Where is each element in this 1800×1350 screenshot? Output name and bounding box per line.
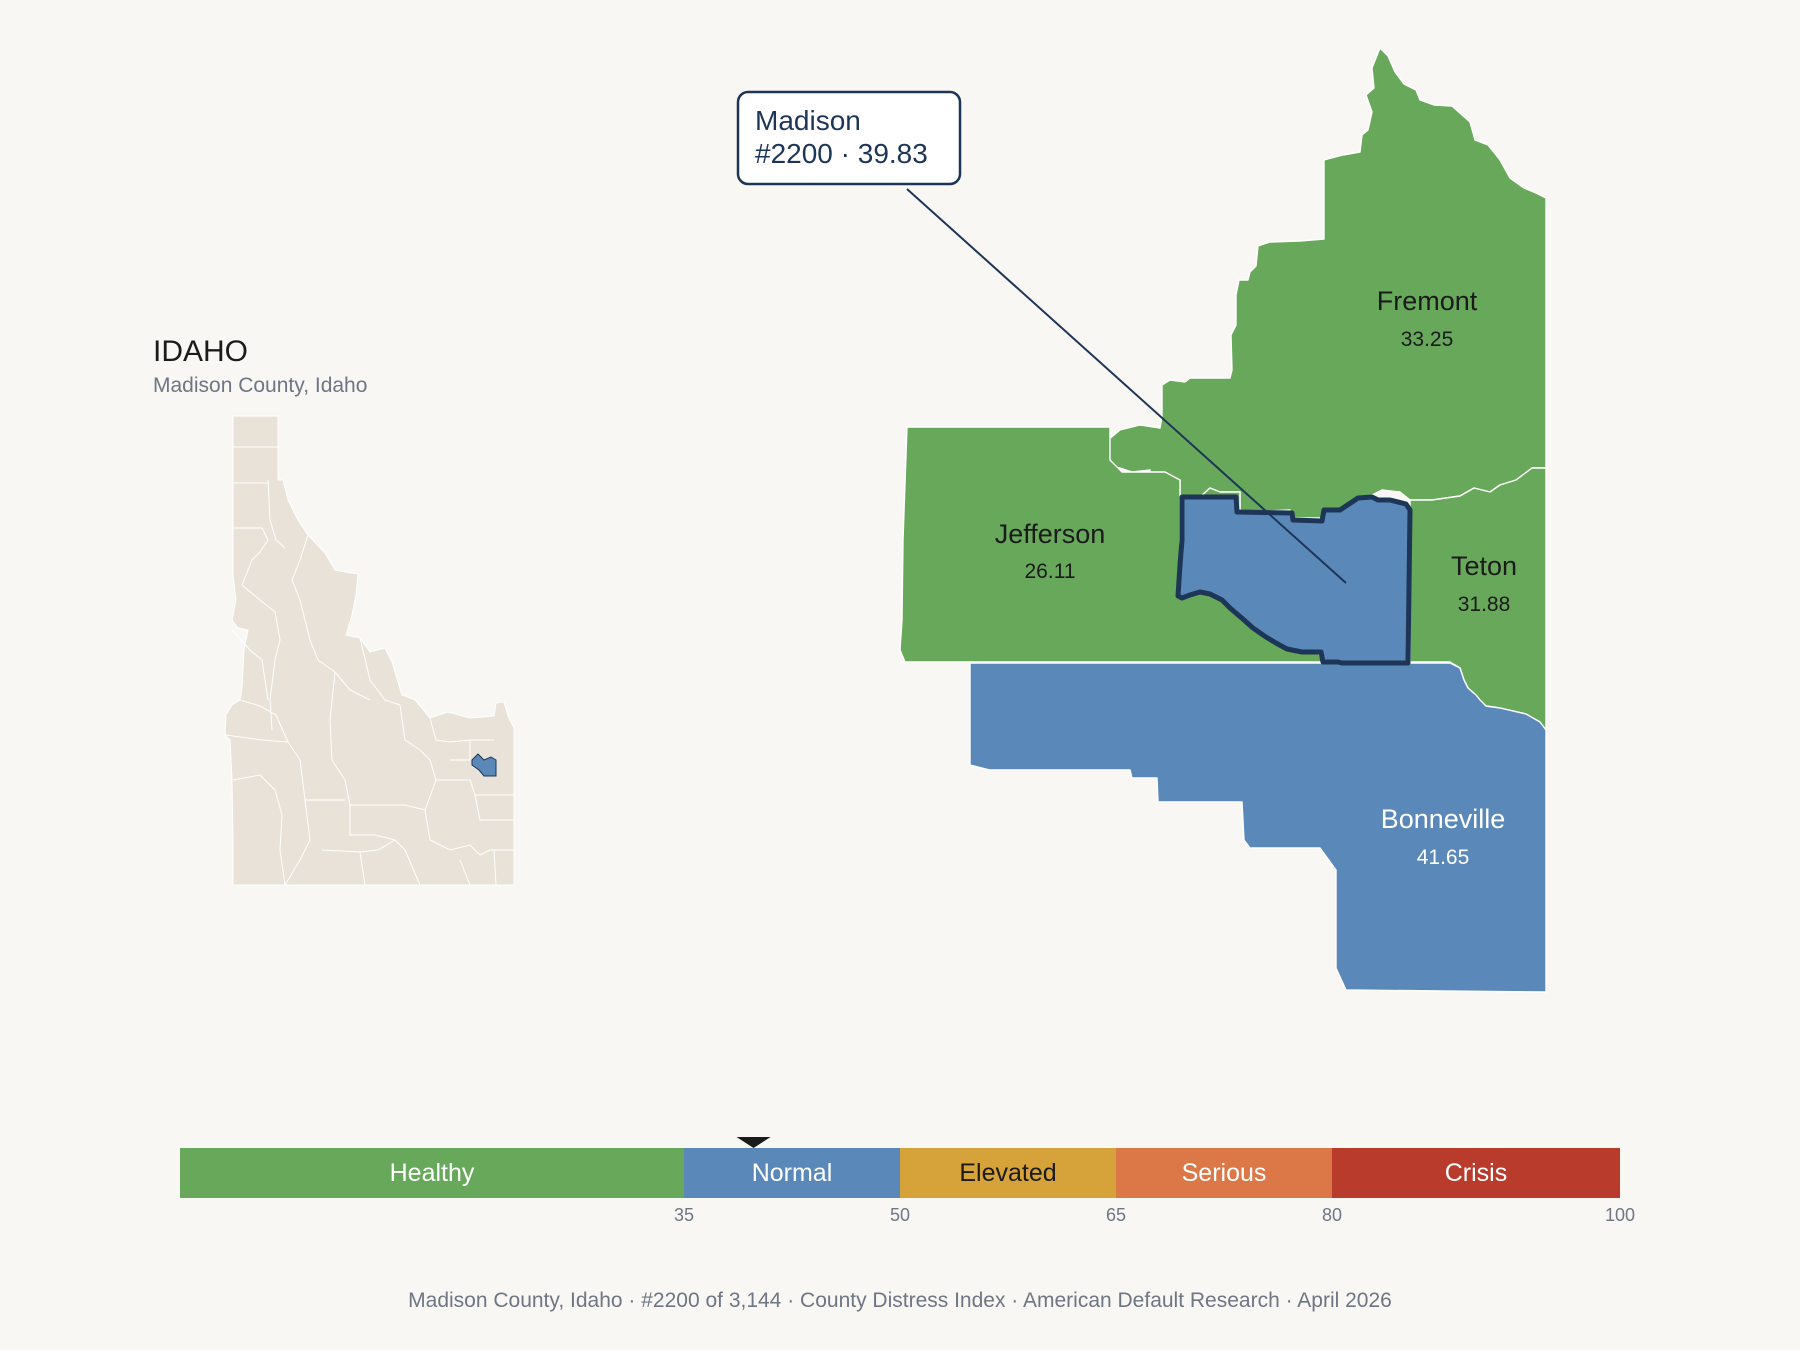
county-map: Madison #2200 · 39.83 Fremont 33.25 Jeff… xyxy=(736,47,1547,993)
scale-band-elevated xyxy=(900,1148,1116,1198)
footer-item: April 2026 xyxy=(1297,1289,1392,1312)
callout-frame xyxy=(736,90,962,186)
label-fremont-score: 33.25 xyxy=(1401,328,1454,351)
state-subtitle: Madison County, Idaho xyxy=(153,374,367,397)
scale-tick-label: 100 xyxy=(1605,1205,1635,1225)
scale-tick-label: 65 xyxy=(1106,1205,1126,1225)
scale-band-serious xyxy=(1116,1148,1332,1198)
footer-separator: · xyxy=(1280,1289,1298,1312)
footer-separator: · xyxy=(781,1289,800,1312)
scale-band-healthy xyxy=(180,1148,684,1198)
label-jefferson-name: Jefferson xyxy=(995,519,1106,549)
state-inset: IDAHO Madison County, Idaho xyxy=(153,335,515,886)
county-labels: Fremont 33.25 Jefferson 26.11 Teton 31.8… xyxy=(995,286,1517,869)
scale-tick-label: 50 xyxy=(890,1205,910,1225)
footer-item: Madison County, Idaho xyxy=(408,1289,622,1312)
callout-leader-line xyxy=(906,188,1347,584)
idaho-silhouette xyxy=(224,415,515,886)
footer-item: County Distress Index xyxy=(800,1289,1006,1312)
scale-band-label: Crisis xyxy=(1445,1159,1508,1187)
inset-county-lines xyxy=(225,446,514,886)
inset-madison-highlight xyxy=(471,753,497,777)
label-teton-name: Teton xyxy=(1451,551,1517,581)
scale-band-normal xyxy=(684,1148,900,1198)
label-teton-score: 31.88 xyxy=(1458,593,1511,616)
distress-scale: Healthy Normal Elevated Serious Crisis 35 50 6… xyxy=(180,1137,1635,1225)
footer-separator: · xyxy=(1005,1289,1023,1312)
scale-band-label: Elevated xyxy=(959,1159,1056,1187)
scale-marker xyxy=(736,1137,771,1148)
scale-band-label: Normal xyxy=(752,1159,833,1187)
footer-item: American Default Research xyxy=(1023,1289,1280,1312)
footer-separator: · xyxy=(623,1289,642,1312)
footer-item: #2200 of 3,144 xyxy=(641,1289,781,1312)
county-fremont[interactable] xyxy=(1074,47,1547,519)
footer-caption: Madison County, Idaho · #2200 of 3,144 ·… xyxy=(408,1289,1392,1312)
scale-band-crisis xyxy=(1332,1148,1620,1198)
callout-box: Madison #2200 · 39.83 xyxy=(736,90,962,186)
label-fremont-name: Fremont xyxy=(1377,286,1478,316)
label-bonneville-score: 41.65 xyxy=(1417,846,1470,869)
scale-band-label: Healthy xyxy=(390,1159,475,1187)
county-madison[interactable] xyxy=(1175,494,1413,666)
scale-tick-label: 80 xyxy=(1322,1205,1342,1225)
state-title: IDAHO xyxy=(153,335,248,368)
idaho-outline xyxy=(224,415,515,886)
callout-county-name: Madison xyxy=(755,105,861,136)
label-jefferson-score: 26.11 xyxy=(1025,560,1076,583)
callout-rank-score: #2200 · 39.83 xyxy=(755,138,928,169)
scale-tick-label: 35 xyxy=(674,1205,694,1225)
label-bonneville-name: Bonneville xyxy=(1381,804,1506,834)
county-bonneville[interactable] xyxy=(969,662,1547,993)
scale-band-label: Serious xyxy=(1182,1159,1267,1187)
